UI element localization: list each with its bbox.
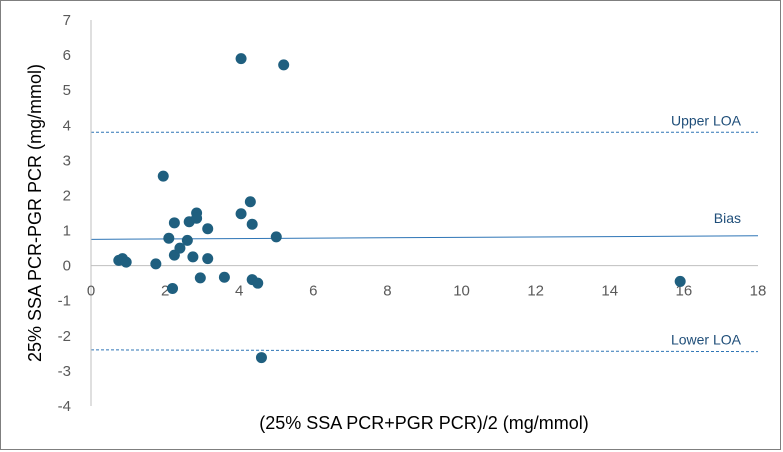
data-point	[187, 251, 199, 263]
data-point	[218, 271, 230, 283]
y-tick-label: 7	[63, 12, 71, 29]
x-tick-label: 12	[527, 283, 544, 300]
data-point	[167, 282, 179, 294]
y-tick-label: 1	[63, 223, 71, 240]
y-tick-label: 6	[63, 47, 71, 64]
x-tick-label: 8	[383, 283, 391, 300]
y-tick-label: 2	[63, 187, 71, 204]
y-tick-label: 0	[63, 258, 71, 275]
y-tick-label: 3	[63, 152, 71, 169]
data-point	[163, 232, 175, 244]
data-point	[202, 223, 214, 235]
y-axis-title: 25% SSA PCR-PGR PCR (mg/mmol)	[25, 64, 45, 362]
x-axis-title: (25% SSA PCR+PGR PCR)/2 (mg/mmol)	[259, 413, 589, 433]
bias-label: Bias	[714, 210, 741, 226]
x-tick-label: 0	[87, 283, 95, 300]
labels: Upper LOA Bias Lower LOA	[671, 112, 742, 347]
data-point	[278, 59, 290, 71]
data-point	[270, 231, 282, 243]
data-point	[191, 212, 203, 224]
x-tick-label: 6	[309, 283, 317, 300]
data-point	[255, 352, 267, 364]
y-tick-label: -1	[58, 293, 71, 310]
upper-loa-label: Upper LOA	[671, 112, 742, 128]
lower-loa-line	[90, 349, 759, 353]
y-tick-label: 4	[63, 117, 71, 134]
data-point	[174, 242, 186, 254]
lower-loa-label: Lower LOA	[671, 332, 742, 348]
data-point	[235, 53, 247, 65]
y-tick-label: -2	[58, 328, 71, 345]
data-point	[120, 256, 132, 268]
x-tick-label: 4	[235, 283, 243, 300]
x-tick-label: 14	[601, 283, 618, 300]
x-tick-label: 10	[453, 283, 470, 300]
data-point	[252, 277, 264, 289]
data-point	[235, 208, 247, 220]
x-tick-label: 18	[750, 283, 767, 300]
data-points	[113, 53, 686, 364]
x-tick-label: 2	[161, 283, 169, 300]
y-tick-label: -4	[58, 398, 71, 415]
data-point	[150, 258, 162, 270]
data-point	[194, 272, 206, 284]
data-point	[181, 234, 193, 246]
data-point	[157, 170, 169, 182]
data-point	[244, 196, 256, 208]
data-point	[674, 275, 686, 287]
data-point	[246, 218, 258, 230]
reference-lines	[90, 131, 759, 353]
y-tick-label: -3	[58, 363, 71, 380]
data-point	[202, 253, 214, 265]
bias-line	[90, 235, 759, 240]
data-point	[168, 217, 180, 229]
y-tick-label: 5	[63, 82, 71, 99]
